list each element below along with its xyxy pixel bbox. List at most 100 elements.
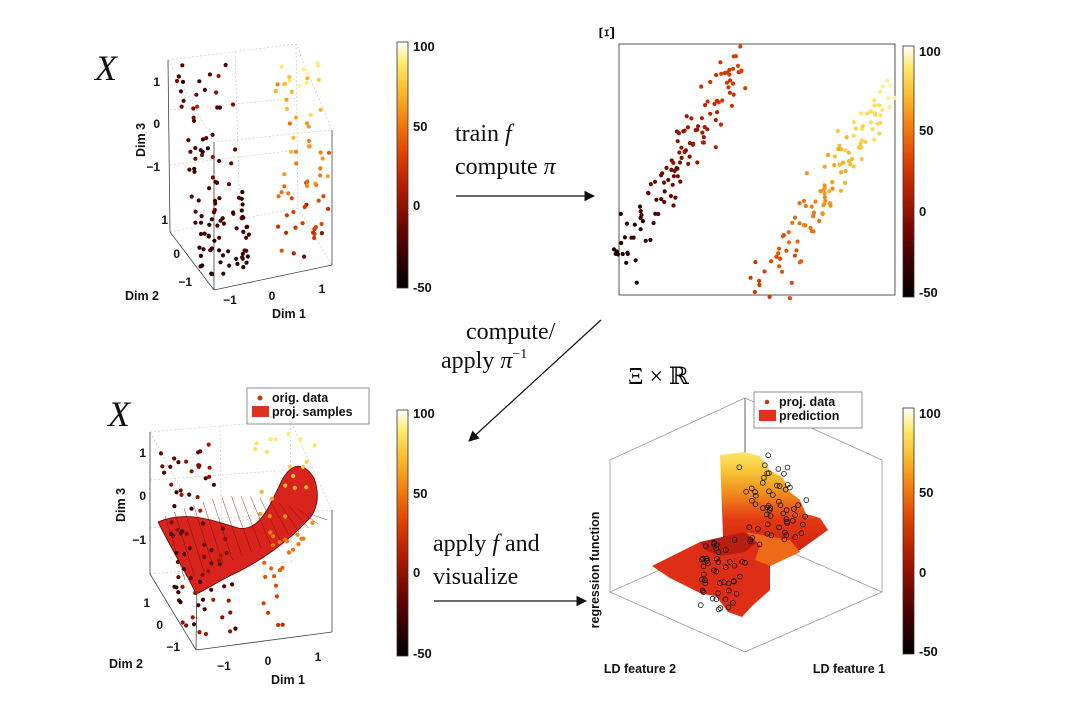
data-point (737, 573, 743, 580)
data-point (792, 512, 798, 518)
data-point (733, 591, 740, 597)
data-point (768, 532, 775, 539)
data-point (204, 136, 209, 141)
data-point (188, 149, 193, 154)
data-point (637, 204, 643, 209)
panel-bl-ytick-1: 1 (143, 596, 150, 610)
data-point (639, 212, 644, 218)
data-point (271, 543, 276, 548)
data-point (215, 223, 220, 228)
data-point (705, 99, 710, 104)
panel-bl-colorbar (396, 409, 409, 657)
data-point (700, 130, 705, 135)
data-point (176, 74, 181, 79)
data-point (790, 220, 795, 225)
data-point (202, 231, 207, 236)
data-point (300, 464, 306, 469)
data-point (300, 221, 305, 226)
data-point (233, 147, 238, 152)
data-point (842, 180, 848, 185)
data-point (233, 626, 238, 631)
data-point (291, 209, 296, 215)
data-point (846, 159, 852, 164)
data-point (877, 103, 882, 108)
data-point (226, 182, 232, 187)
caption-compute-pi: compute π (455, 154, 557, 180)
data-point (685, 125, 691, 130)
data-point (199, 214, 204, 219)
data-point (162, 470, 167, 475)
panel-bl-cbtick-100: 100 (413, 406, 435, 421)
data-point (765, 452, 771, 459)
data-point (276, 224, 281, 229)
data-point (198, 449, 203, 454)
panel-br-ylabel: LD feature 1 (813, 662, 885, 676)
data-point (702, 577, 708, 584)
data-point (702, 543, 709, 549)
data-point (203, 476, 208, 481)
data-point (223, 62, 228, 68)
data-point (695, 127, 700, 132)
data-point (217, 196, 222, 201)
data-point (293, 149, 299, 154)
caption-apply-f-and: apply f and (433, 531, 540, 557)
data-point (711, 541, 717, 547)
data-point (789, 517, 796, 524)
data-point (781, 536, 788, 543)
data-point (228, 610, 233, 615)
data-point (181, 98, 186, 103)
data-point (792, 534, 798, 540)
data-point (253, 447, 258, 452)
data-point (196, 464, 201, 469)
data-point (853, 126, 859, 131)
data-point (872, 137, 877, 142)
data-point (276, 194, 281, 199)
data-point (757, 282, 762, 288)
data-point (671, 160, 676, 165)
data-point (169, 520, 174, 525)
data-point (648, 182, 653, 187)
data-point (160, 464, 165, 469)
data-point (182, 552, 187, 557)
legend-proj-swatch (252, 406, 269, 417)
panel-tl-xlabel: Dim 1 (272, 307, 306, 321)
data-point (319, 231, 324, 236)
data-point (618, 211, 623, 216)
data-point (211, 210, 217, 215)
data-point (775, 466, 782, 472)
data-point (190, 615, 195, 620)
data-point (287, 464, 292, 469)
data-point (797, 221, 802, 226)
mesh-line (164, 515, 186, 581)
data-point (762, 269, 767, 274)
data-point (700, 140, 706, 145)
data-point (202, 87, 207, 92)
data-point (301, 536, 306, 541)
data-point (311, 230, 316, 235)
data-point (687, 141, 693, 146)
data-point (664, 165, 669, 170)
data-point (714, 72, 719, 78)
data-point (850, 156, 855, 162)
data-point (191, 622, 197, 627)
mesh-line (269, 499, 290, 537)
data-point (769, 259, 774, 264)
data-point (841, 160, 846, 165)
data-point (241, 229, 246, 234)
data-point (321, 194, 326, 199)
data-point (216, 73, 221, 79)
data-point (662, 199, 667, 205)
data-point (196, 603, 201, 608)
data-point (231, 210, 236, 215)
data-point (712, 101, 717, 106)
data-point (207, 186, 212, 191)
data-point (296, 542, 301, 547)
data-point (748, 485, 755, 492)
data-point (229, 161, 234, 166)
data-point (671, 174, 677, 179)
data-point (708, 111, 713, 116)
data-point (268, 530, 273, 535)
data-point (800, 521, 806, 528)
data-point (719, 71, 724, 76)
data-point (234, 256, 239, 261)
